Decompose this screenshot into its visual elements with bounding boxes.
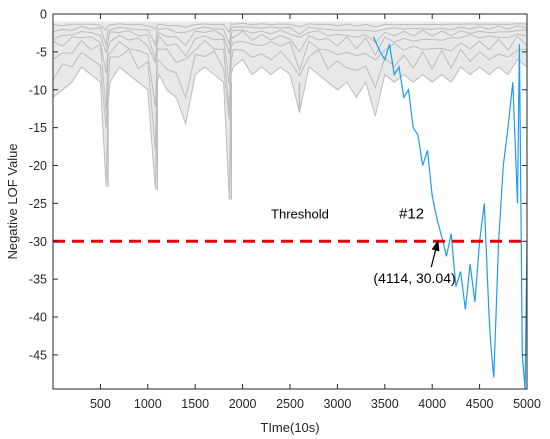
background-series-line (52, 35, 528, 111)
x-tick-label: 4500 (466, 397, 494, 411)
y-tick-label: -25 (29, 197, 47, 211)
x-tick-label: 2000 (229, 397, 257, 411)
background-series-group (52, 21, 528, 200)
y-tick-label: -30 (29, 235, 47, 249)
background-series-line (52, 30, 528, 85)
y-tick-label: -35 (29, 273, 47, 287)
y-tick-label: -45 (29, 348, 47, 362)
series-annotation: #12 (399, 206, 424, 223)
background-series-band (53, 21, 527, 200)
x-tick-label: 4000 (418, 397, 446, 411)
y-tick-label: -15 (29, 121, 47, 135)
y-axis: 0 -5 -10 -15 -20 -25 -30 -35 -40 -45 (29, 8, 527, 362)
background-series-line (52, 58, 528, 200)
x-tick-label: 5000 (513, 397, 541, 411)
background-series-line (52, 48, 528, 150)
point-annotation: (4114, 30.04) (373, 270, 455, 286)
x-tick-label: 3500 (371, 397, 399, 411)
y-tick-label: 0 (40, 8, 47, 22)
annotation-arrowhead (431, 239, 440, 252)
y-tick-label: -5 (36, 45, 47, 59)
y-axis-label: Negative LOF Value (5, 143, 20, 259)
y-tick-label: -40 (29, 311, 47, 325)
y-tick-label: -20 (29, 159, 47, 173)
highlight-series-group (372, 36, 528, 390)
x-axis: 500 1000 1500 2000 2500 3000 3500 4000 4500 5000 (90, 14, 541, 411)
threshold-label: Threshold (271, 207, 329, 222)
y-tick-label: -10 (29, 83, 47, 97)
background-series-line (52, 25, 528, 47)
background-series-line (52, 22, 528, 34)
x-tick-label: 1500 (181, 397, 209, 411)
x-tick-label: 3000 (323, 397, 351, 411)
x-tick-label: 2500 (276, 397, 304, 411)
x-axis-label: TIme(10s) (260, 420, 319, 435)
x-tick-label: 500 (90, 397, 111, 411)
highlight-series-line (372, 36, 528, 390)
background-series-line (52, 29, 528, 61)
x-tick-label: 1000 (134, 397, 162, 411)
